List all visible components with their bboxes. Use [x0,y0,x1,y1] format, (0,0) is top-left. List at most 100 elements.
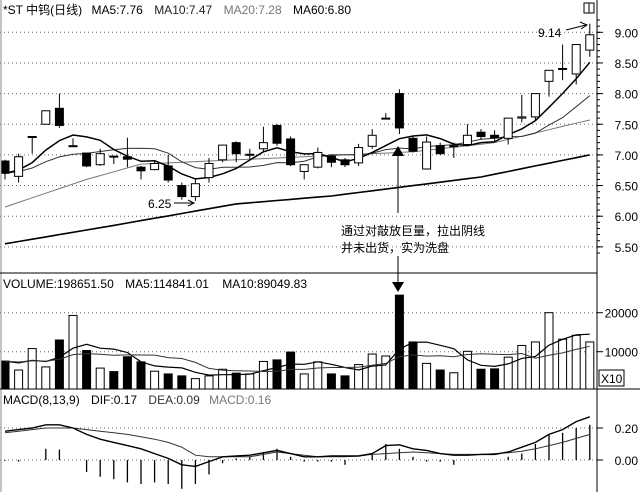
candle-down [54,93,64,128]
low-annotation: 6.25 [148,197,196,211]
ma60-value: MA60:6.80 [293,3,351,17]
candle-up [544,69,554,97]
ma5-line [4,61,591,180]
candle-body [27,136,37,139]
volume-bar [14,369,24,389]
volume-tick-label: 10000 [605,346,639,360]
volume-ma10-value: MA10:89049.83 [222,277,307,291]
candle-down [82,152,92,168]
volume-bar [394,294,404,389]
volume-bar [218,368,228,389]
candle-body [286,138,296,166]
note-line-1: 通过对敲放巨量，拉出阴线 [341,223,485,238]
candle-up [558,44,568,81]
candle-up [150,161,160,171]
dea-value: DEA:0.09 [148,393,200,407]
volume-bar [476,368,486,389]
volume-bar [245,373,255,389]
candle-down [177,182,187,200]
volume-bar [571,334,581,389]
volume-bar [163,373,173,389]
volume-ma5-line [4,333,590,376]
price-tick-label: 6.00 [615,210,639,224]
candle-up [313,147,323,169]
volume-bar [190,378,200,389]
candle-body [231,142,241,155]
candle-body [462,134,472,145]
volume-bar [408,341,418,389]
low-arrow-head-icon [187,199,196,207]
high-annotation: 9.14 [538,21,589,40]
macd-header: MACD(8,13,9) DIF:0.17 DEA:0.09 MACD:0.16 [3,393,271,407]
volume-bar [136,361,146,389]
right-axis: 5.50 6.00 6.50 7.00 7.50 8.00 8.50 9.00 10000 200… [597,19,639,468]
down-arrow-icon [392,282,404,292]
candle-body [503,117,513,139]
candle-up [218,144,228,163]
candle-up [14,153,24,183]
volume-bar [517,344,527,389]
high-price-label: 9.14 [538,26,562,40]
volume-bar [177,375,187,389]
volume-bar [530,341,540,389]
candle-up [571,44,581,85]
macd-tick-label: 0.20 [615,422,639,436]
price-tick-label: 7.00 [615,149,639,163]
candle-up [204,157,214,183]
candle-body [490,134,500,139]
macd-tick-label: 0.00 [615,454,639,468]
ma20-value: MA20:7.28 [224,3,282,17]
candle-body [544,69,554,82]
ma10-value: MA10:7.47 [154,3,212,17]
candle-up [381,113,391,120]
volume-bar [422,362,432,389]
candle-body [558,67,568,70]
low-price-label: 6.25 [148,197,172,211]
candle-body [163,165,173,181]
volume-value: VOLUME:198651.50 [3,277,114,291]
candle-body [422,141,432,170]
high-arrow-line [565,24,587,31]
volume-bar [503,356,513,389]
candle-body [299,164,309,172]
candle-body [326,155,336,163]
candle-up [354,143,364,166]
price-tick-label: 8.50 [615,57,639,71]
candle-body [54,107,64,126]
dif-value: DIF:0.17 [91,393,137,407]
candle-body [530,93,540,118]
candle-body [571,44,581,75]
volume-bar [585,341,595,389]
volume-bar [150,370,160,389]
candle-body [68,145,78,148]
candle-body [136,166,146,172]
candle-body [95,153,105,166]
candle-body [190,183,200,198]
candle-down [340,157,350,168]
dif-line [4,416,591,468]
price-tick-label: 6.50 [615,180,639,194]
candle-body [245,153,255,156]
candle-down [231,141,241,163]
volume-ma10-line [4,345,590,373]
candle-down [435,142,445,155]
candle-up [27,136,37,154]
candle-down [326,154,336,168]
volume-bar [381,355,391,389]
volume-bar [272,359,282,389]
volume-bar [41,366,51,389]
volume-bar [435,369,445,389]
volume-multiplier-badge: X10 [598,369,625,387]
volume-bar [462,350,472,389]
candle-down [122,137,132,168]
candle-body [122,156,132,160]
candle-body [0,160,10,174]
ma20-line [4,119,590,208]
candle-down [109,155,119,165]
up-arrow-icon [392,146,404,156]
window-toggle-icon[interactable] [583,2,595,14]
volume-bar [231,372,241,389]
volume-header: VOLUME:198651.50 MA5:114841.01 MA10:8904… [3,277,307,291]
candle-down [490,130,500,142]
